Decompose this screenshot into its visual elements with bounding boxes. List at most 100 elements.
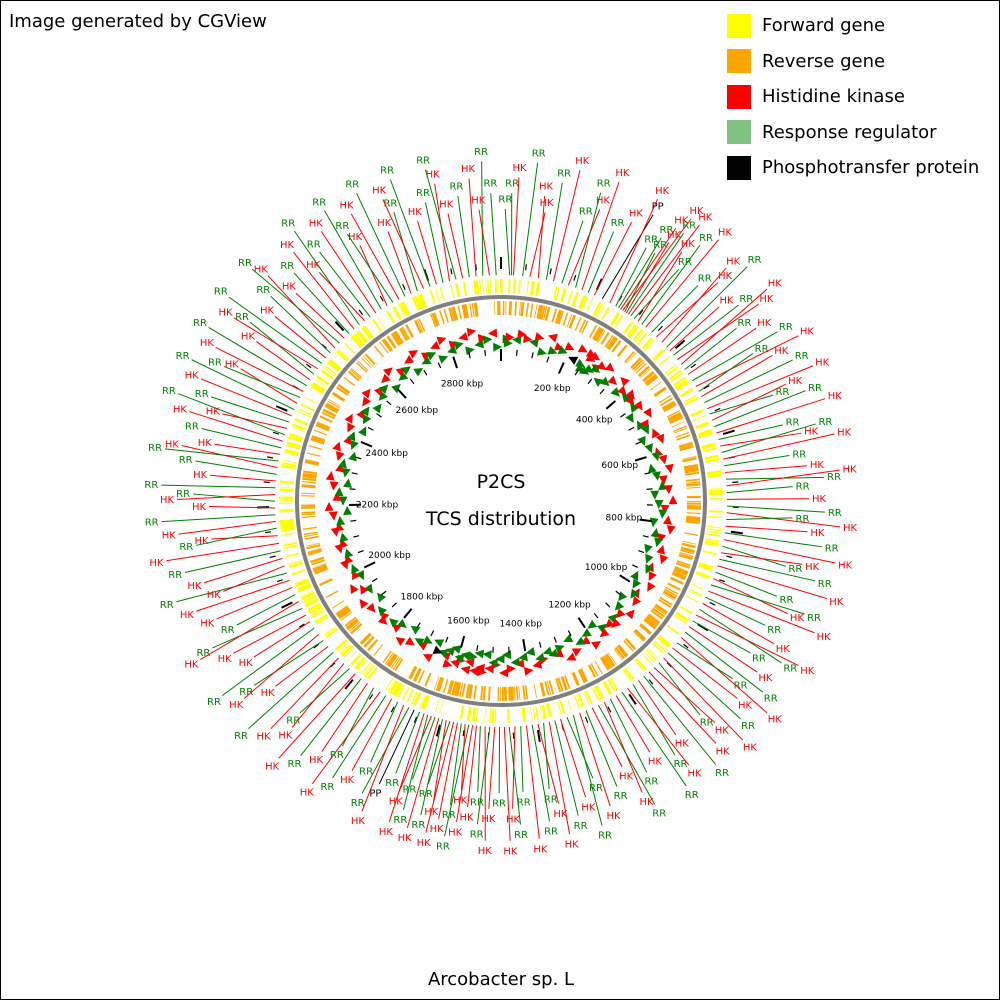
- forward-gene-mark: [708, 516, 722, 517]
- forward-gene-mark: [703, 551, 717, 554]
- minor-tick: [431, 631, 434, 636]
- callout-label-rr: RR: [557, 169, 571, 180]
- outer-major-tick: [282, 602, 293, 607]
- feature-marker-hk: [458, 332, 468, 341]
- callout-label-hk: HK: [615, 168, 630, 179]
- reverse-gene-mark: [573, 673, 578, 686]
- forward-gene-mark: [431, 290, 435, 303]
- callout-label-rr: RR: [359, 767, 373, 778]
- callout-label-rr: RR: [796, 514, 810, 525]
- callout-label-rr: RR: [193, 318, 207, 329]
- callout-label-rr: RR: [286, 716, 300, 727]
- minor-tick: [372, 578, 377, 581]
- feature-marker-rr: [651, 451, 660, 461]
- forward-gene-mark: [407, 690, 413, 703]
- callout-label-hk: HK: [398, 833, 413, 844]
- feature-marker-rr: [335, 487, 344, 496]
- callout-label-rr: RR: [221, 625, 235, 636]
- minor-tick: [629, 427, 634, 430]
- callout-label-rr: RR: [807, 613, 821, 624]
- reverse-gene-mark: [303, 527, 317, 529]
- reverse-gene-mark: [433, 313, 438, 326]
- callout-label-rr: RR: [579, 207, 593, 218]
- callout-label-hk: HK: [200, 338, 215, 349]
- callout-line-hk: [514, 177, 519, 275]
- forward-gene-mark: [299, 409, 312, 415]
- major-tick: [453, 357, 457, 368]
- callout-label-hk: HK: [843, 465, 858, 476]
- callout-line-hk: [628, 688, 689, 765]
- feature-marker-rr: [511, 658, 520, 667]
- reverse-gene-mark: [510, 301, 511, 315]
- callout-label-rr: RR: [185, 422, 199, 433]
- callout-label-rr: RR: [449, 182, 463, 193]
- feature-marker-rr: [543, 647, 553, 656]
- callout-label-hk: HK: [774, 346, 789, 357]
- callout-line-rr: [727, 506, 825, 512]
- forward-gene-mark: [394, 307, 401, 319]
- callout-label-hk: HK: [828, 391, 843, 402]
- reverse-gene-mark: [618, 345, 627, 356]
- callout-label-rr: RR: [738, 318, 752, 329]
- minor-tick: [606, 603, 610, 607]
- tick-label: 800 kbp: [606, 513, 643, 523]
- callout-label-rr: RR: [470, 798, 484, 809]
- reverse-gene-mark: [517, 686, 518, 700]
- forward-gene-mark: [709, 488, 723, 489]
- forward-gene-mark: [543, 705, 546, 719]
- minor-tick: [353, 536, 359, 537]
- outer-minor-tick: [526, 264, 527, 270]
- callout-label-rr: RR: [825, 544, 839, 555]
- callout-line-hk: [177, 495, 275, 500]
- forward-gene-mark: [707, 529, 721, 531]
- outer-minor-tick: [267, 457, 273, 458]
- forward-gene-mark: [493, 709, 494, 723]
- feature-marker-hk: [344, 414, 352, 424]
- callout-line-rr: [523, 163, 538, 276]
- callout-label-rr: RR: [483, 179, 497, 190]
- callout-line-hk: [538, 724, 559, 804]
- callout-label-hk: HK: [629, 209, 644, 220]
- reverse-gene-mark: [302, 516, 316, 517]
- feature-marker-rr: [373, 404, 382, 414]
- feature-marker-hk: [620, 377, 630, 387]
- callout-label-hk: HK: [817, 632, 832, 643]
- callout-label-rr: RR: [380, 166, 394, 177]
- callout-line-rr: [294, 273, 349, 334]
- minor-tick: [517, 350, 518, 356]
- feature-marker-hk: [664, 485, 673, 494]
- forward-gene-mark: [345, 343, 355, 353]
- callout-label-hk: HK: [581, 802, 596, 813]
- minor-tick: [594, 613, 598, 618]
- feature-marker-hk: [366, 603, 375, 613]
- callout-label-pp: PP: [369, 789, 381, 800]
- callout-label-hk: HK: [726, 256, 741, 267]
- tick-label: 2600 kbp: [396, 406, 439, 416]
- outer-minor-tick: [277, 580, 283, 582]
- callout-label-hk: HK: [219, 308, 234, 319]
- forward-gene-mark: [283, 460, 297, 463]
- callout-label-rr: RR: [416, 155, 430, 166]
- callout-label-rr: RR: [214, 287, 228, 298]
- reverse-gene-mark: [344, 377, 355, 386]
- forward-gene-mark: [531, 281, 533, 295]
- callout-label-rr: RR: [168, 570, 182, 581]
- callout-label-hk: HK: [681, 239, 696, 250]
- outer-minor-tick: [710, 602, 715, 605]
- callout-line-hk: [479, 210, 489, 275]
- feature-marker-rr: [652, 471, 661, 481]
- feature-marker-rr: [651, 528, 660, 538]
- callout-label-rr: RR: [786, 418, 800, 429]
- callout-label-rr: RR: [281, 219, 295, 230]
- callout-label-hk: HK: [503, 846, 518, 857]
- callout-line-hk: [707, 366, 813, 409]
- callout-label-hk: HK: [193, 470, 208, 481]
- callout-line-hk: [293, 252, 354, 329]
- feature-marker-rr: [537, 347, 547, 356]
- callout-line-hk: [435, 184, 450, 281]
- callout-label-hk: HK: [379, 827, 394, 838]
- minor-tick: [381, 591, 386, 595]
- forward-gene-mark: [548, 704, 551, 718]
- forward-gene-mark: [490, 709, 491, 723]
- callout-line-rr: [699, 609, 781, 663]
